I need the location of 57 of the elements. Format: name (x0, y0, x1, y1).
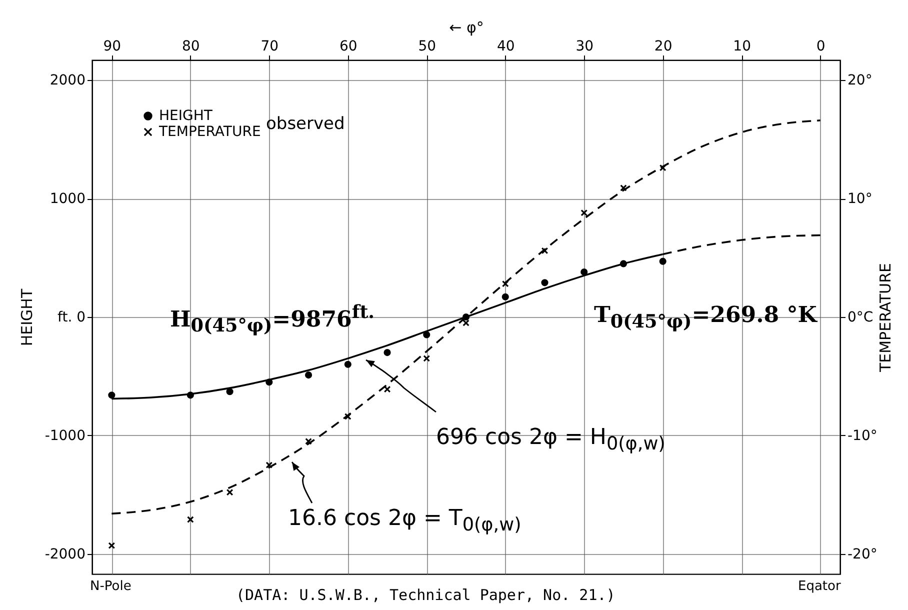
text: Eqator (798, 579, 841, 594)
x-axis-title: ← φ° (449, 18, 484, 36)
x-tick-label: 90 (103, 38, 122, 54)
text: N-Pole (90, 579, 132, 594)
annotation: H$_{0(45°φ)}$=9876$^{ft.}$ (170, 302, 375, 337)
point (384, 386, 391, 393)
point (541, 279, 548, 286)
point (502, 280, 509, 288)
point (462, 319, 470, 326)
y-tick-label: ft. 0 (58, 310, 86, 326)
x-tick-label: 10 (733, 38, 751, 54)
point (266, 462, 273, 468)
y2-axis-title: TEMPERATURE (876, 262, 894, 374)
y2-tick-label: 10° (848, 191, 872, 208)
point (580, 268, 588, 276)
point (580, 209, 588, 216)
annotation: T$_{0(45°φ)}$=269.8 °K (594, 302, 817, 332)
y2-tick-label: 20° (848, 72, 872, 89)
x-tick-label: 70 (260, 38, 279, 54)
point (659, 164, 666, 172)
legend-label: HEIGHT (159, 108, 213, 124)
point (305, 438, 312, 445)
y-axis-title: HEIGHT (18, 288, 36, 346)
point (384, 348, 391, 356)
annotation: 696 cos 2φ = H$_{0(φ,w)}$ (436, 425, 666, 454)
point (344, 413, 352, 420)
legend-title: observed (266, 114, 345, 134)
point (226, 388, 234, 396)
x-tick-label: 20 (654, 38, 672, 54)
x-tick-label: 80 (182, 38, 200, 54)
point (423, 355, 430, 362)
x-tick-label: 50 (418, 38, 436, 54)
y-tick-label: -1000 (44, 428, 86, 444)
y2-tick-label: -20° (848, 546, 878, 562)
annotation: 16.6 cos 2φ = T$_{0(φ,w)}$ (288, 506, 522, 536)
point (108, 392, 116, 399)
point (659, 258, 666, 265)
point (423, 331, 430, 338)
point (226, 488, 234, 496)
x-tick-label: 60 (339, 38, 358, 54)
x-tick-label: 40 (496, 38, 515, 54)
point (541, 247, 548, 254)
x-tick-label: 0 (816, 38, 826, 54)
y-tick-label: 1000 (50, 191, 86, 208)
text: (DATA: U.S.W.B., Technical Paper, No. 21.) (236, 586, 616, 604)
point (344, 360, 352, 368)
y-tick-label: -2000 (44, 546, 86, 562)
point (620, 184, 627, 192)
legend-label: TEMPERATURE (158, 124, 261, 140)
x-tick-label: 30 (576, 38, 594, 54)
point (108, 542, 116, 550)
y-tick-label: 2000 (50, 72, 86, 89)
point (502, 293, 509, 300)
point (304, 372, 312, 379)
point (186, 516, 194, 523)
y2-tick-label: -10° (848, 428, 878, 444)
y2-tick-label: 0°C (848, 310, 874, 326)
